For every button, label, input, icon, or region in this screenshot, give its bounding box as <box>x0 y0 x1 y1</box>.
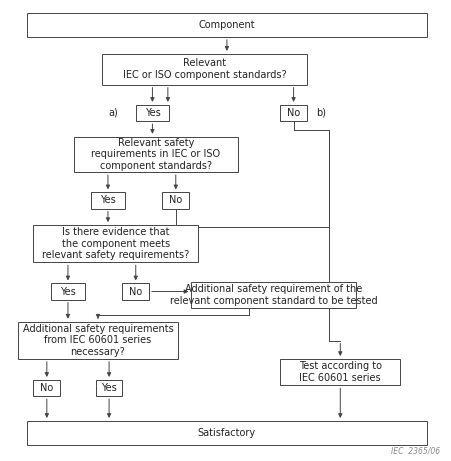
Text: IEC  2365/06: IEC 2365/06 <box>390 447 439 456</box>
Text: Satisfactory: Satisfactory <box>198 428 255 437</box>
FancyBboxPatch shape <box>162 192 189 209</box>
FancyBboxPatch shape <box>27 421 426 444</box>
Text: No: No <box>169 195 182 206</box>
Text: Yes: Yes <box>144 108 160 118</box>
FancyBboxPatch shape <box>33 225 198 262</box>
FancyBboxPatch shape <box>135 105 169 121</box>
Text: Component: Component <box>198 20 255 30</box>
Text: Yes: Yes <box>60 287 76 296</box>
Text: No: No <box>129 287 142 296</box>
Text: No: No <box>286 108 299 118</box>
Text: Test according to
IEC 60601 series: Test according to IEC 60601 series <box>298 361 381 383</box>
FancyBboxPatch shape <box>96 380 122 396</box>
FancyBboxPatch shape <box>33 380 60 396</box>
FancyBboxPatch shape <box>280 105 306 121</box>
Text: Is there evidence that
the component meets
relevant safety requirements?: Is there evidence that the component mee… <box>42 227 189 260</box>
FancyBboxPatch shape <box>18 322 178 359</box>
Text: Yes: Yes <box>100 195 115 206</box>
Text: b): b) <box>315 108 325 118</box>
Text: a): a) <box>108 108 118 118</box>
Text: No: No <box>40 383 53 393</box>
FancyBboxPatch shape <box>91 192 124 209</box>
Text: Additional safety requirements
from IEC 60601 series
necessary?: Additional safety requirements from IEC … <box>23 324 173 357</box>
FancyBboxPatch shape <box>280 359 400 385</box>
FancyBboxPatch shape <box>74 136 238 172</box>
FancyBboxPatch shape <box>27 13 426 37</box>
Text: Yes: Yes <box>101 383 117 393</box>
Text: Relevant
IEC or ISO component standards?: Relevant IEC or ISO component standards? <box>123 59 286 80</box>
FancyBboxPatch shape <box>51 284 84 300</box>
FancyBboxPatch shape <box>122 284 149 300</box>
Text: Additional safety requirement of the
relevant component standard to be tested: Additional safety requirement of the rel… <box>170 284 377 306</box>
FancyBboxPatch shape <box>102 54 306 85</box>
Text: Relevant safety
requirements in IEC or ISO
component standards?: Relevant safety requirements in IEC or I… <box>91 138 220 171</box>
FancyBboxPatch shape <box>191 282 355 308</box>
